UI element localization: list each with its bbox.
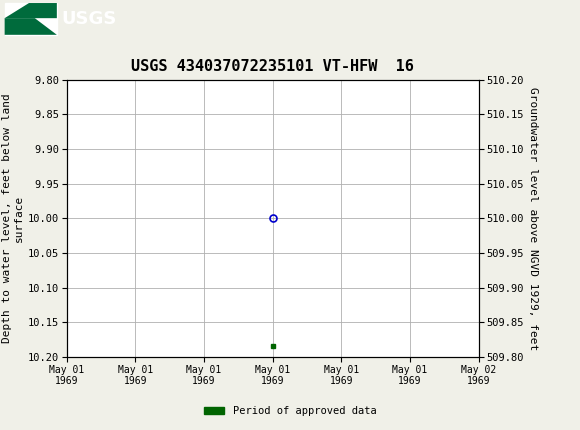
Y-axis label: Groundwater level above NGVD 1929, feet: Groundwater level above NGVD 1929, feet [528,86,538,350]
Y-axis label: Depth to water level, feet below land
surface: Depth to water level, feet below land su… [2,93,24,343]
Bar [5,3,57,35]
Legend: Period of approved data: Period of approved data [200,402,380,421]
Polygon shape [5,3,57,18]
Title: USGS 434037072235101 VT-HFW  16: USGS 434037072235101 VT-HFW 16 [131,59,414,74]
Polygon shape [5,18,57,35]
Text: USGS: USGS [61,10,116,28]
